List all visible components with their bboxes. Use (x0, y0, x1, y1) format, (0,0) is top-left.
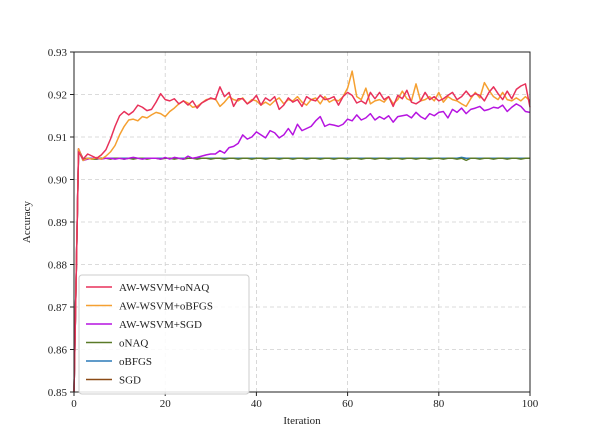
y-tick-label: 0.87 (48, 302, 68, 314)
y-tick-label: 0.91 (48, 132, 67, 144)
x-tick-label: 20 (160, 398, 172, 410)
series-line-aw-wsvm-sgd (73, 103, 531, 393)
x-tick-label: 100 (522, 398, 539, 410)
y-tick-label: 0.93 (48, 47, 68, 59)
y-tick-label: 0.88 (48, 260, 68, 272)
legend-box (78, 274, 250, 395)
legend-label: AW-WSVM+SGD (119, 319, 202, 331)
legend-label: oBFGS (119, 356, 152, 368)
x-tick-label: 60 (342, 398, 354, 410)
legend-label: AW-WSVM+oNAQ (119, 282, 209, 294)
legend-label: AW-WSVM+oBFGS (119, 301, 213, 313)
y-tick-label: 0.89 (48, 217, 68, 229)
y-axis-label: Accuracy (21, 200, 33, 243)
x-tick-label: 80 (433, 398, 445, 410)
y-tick-label: 0.90 (48, 175, 68, 187)
series-line-aw-wsvm-onaq (73, 83, 531, 393)
legend-label: SGD (119, 375, 141, 387)
legend-label: oNAQ (119, 338, 148, 350)
x-tick-label: 0 (71, 398, 77, 410)
series-line-aw-wsvm-obfgs (73, 70, 531, 393)
y-tick-label: 0.86 (48, 345, 68, 357)
x-tick-label: 40 (251, 398, 263, 410)
x-axis-label: Iteration (283, 415, 321, 427)
y-tick-label: 0.92 (48, 90, 67, 102)
y-tick-label: 0.85 (48, 387, 68, 399)
legend: AW-WSVM+oNAQ AW-WSVM+oBFGS AW-WSVM+SGD oNAQ… (78, 274, 250, 395)
